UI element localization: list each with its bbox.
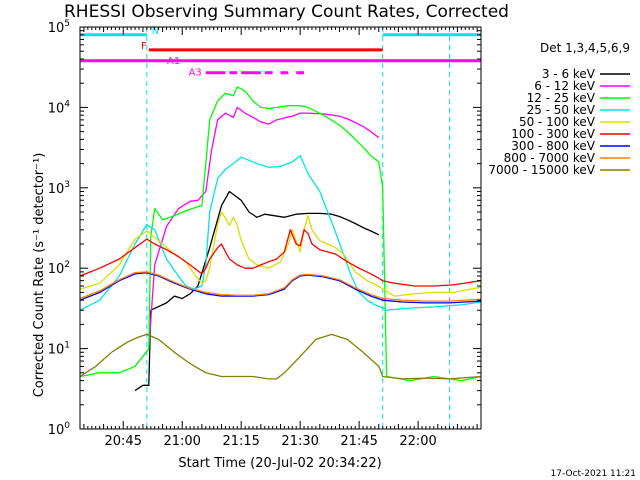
x-tick-label: 22:00 (399, 434, 436, 449)
timestamp: 17-Oct-2021 11:21 (551, 469, 636, 479)
x-tick-label: 20:45 (105, 434, 142, 449)
legend-label: 800 - 7000 keV (504, 151, 596, 165)
series-line (79, 229, 482, 287)
flag-label: F (141, 41, 147, 52)
legend-label: 12 - 25 keV (527, 91, 596, 105)
legend-title: Det 1,3,4,5,6,9 (540, 41, 630, 55)
legend-label: 6 - 12 keV (534, 79, 596, 93)
series-line (134, 106, 380, 367)
x-tick-label: 21:15 (222, 434, 259, 449)
legend-label: 7000 - 15000 keV (488, 163, 595, 177)
series-line (79, 272, 482, 304)
legend-label: 300 - 800 keV (511, 139, 595, 153)
flag-label: A1 (167, 56, 180, 67)
series-line (134, 190, 380, 392)
series-line (79, 271, 482, 302)
legend-label: 3 - 6 keV (542, 67, 596, 81)
chart-title: RHESSI Observing Summary Count Rates, Co… (64, 2, 509, 22)
flag-label: N (152, 26, 159, 37)
plot-frame (79, 26, 482, 430)
y-tick-label: 103 (48, 180, 70, 197)
series-line (79, 211, 482, 297)
x-tick-label: 21:30 (281, 434, 318, 449)
y-tick-label: 101 (48, 341, 70, 358)
series-line (79, 333, 482, 380)
x-tick-label: 21:00 (163, 434, 200, 449)
series-line (79, 155, 482, 311)
legend-label: 25 - 50 keV (527, 103, 596, 117)
y-tick-label: 104 (48, 99, 71, 116)
legend-label: 100 - 300 keV (511, 127, 595, 141)
y-tick-label: 105 (48, 19, 70, 36)
flag-label: A3 (189, 68, 202, 79)
series-line (79, 86, 482, 382)
y-tick-label: 102 (48, 260, 70, 277)
x-tick-label: 21:45 (340, 434, 377, 449)
legend-label: 50 - 100 keV (519, 115, 596, 129)
y-axis-label: Corrected Count Rate (s⁻¹ detector⁻¹) (32, 153, 47, 398)
plot-area: NF A1 A3 20:45 21:00 21:15 21:30 21:45 22:00 100 1… (48, 19, 482, 449)
y-tick-label: 100 (48, 421, 71, 438)
x-axis-label: Start Time (20-Jul-02 20:34:22) (178, 456, 381, 471)
